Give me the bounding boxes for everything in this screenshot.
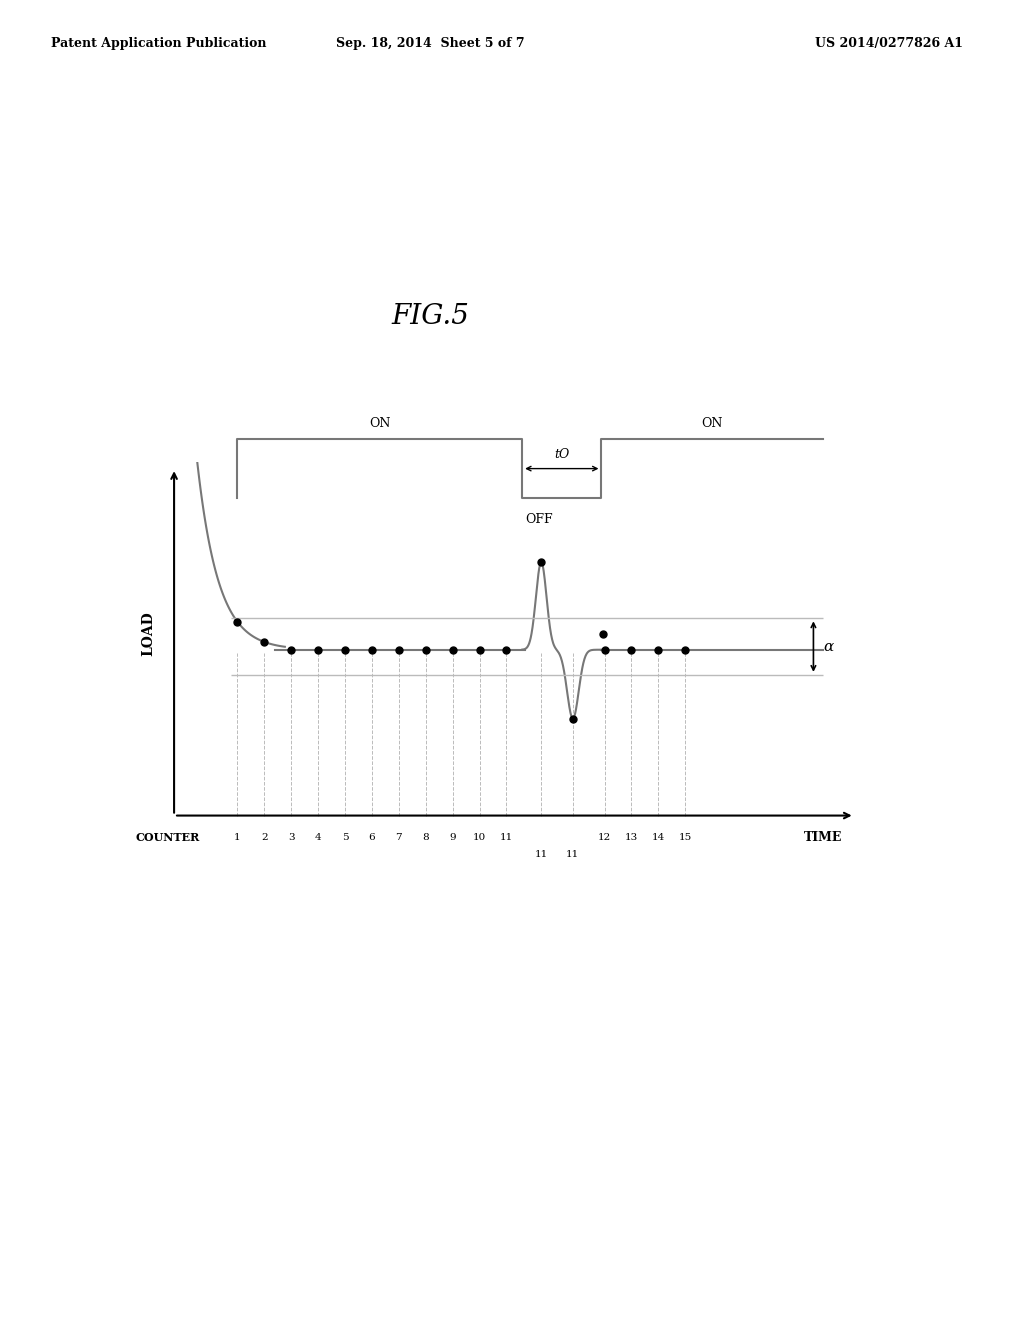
Text: tO: tO [554,449,569,461]
Text: 1: 1 [234,833,241,842]
Text: LOAD: LOAD [141,611,156,656]
Point [418,639,434,660]
Text: ON: ON [701,417,723,430]
Point [677,639,693,660]
Text: 12: 12 [598,833,611,842]
Point [390,639,407,660]
Text: 11: 11 [500,833,513,842]
Text: 6: 6 [369,833,375,842]
Text: COUNTER: COUNTER [135,832,200,843]
Text: 9: 9 [450,833,456,842]
Point [256,631,272,652]
Text: 11: 11 [566,850,580,859]
Point [229,611,246,632]
Point [564,708,581,729]
Text: 11: 11 [535,850,548,859]
Text: 15: 15 [679,833,692,842]
Text: FIG.5: FIG.5 [391,304,469,330]
Point [471,639,487,660]
Text: TIME: TIME [804,832,842,845]
Text: 8: 8 [422,833,429,842]
Point [650,639,667,660]
Point [310,639,327,660]
Point [444,639,461,660]
Point [595,623,611,644]
Text: 10: 10 [473,833,486,842]
Text: 5: 5 [342,833,348,842]
Text: 3: 3 [288,833,295,842]
Text: α: α [823,640,834,653]
Point [624,639,640,660]
Text: 7: 7 [395,833,402,842]
Point [534,552,550,573]
Point [283,639,299,660]
Text: 13: 13 [625,833,638,842]
Text: OFF: OFF [525,513,553,527]
Point [499,639,515,660]
Text: 14: 14 [651,833,665,842]
Text: US 2014/0277826 A1: US 2014/0277826 A1 [814,37,963,50]
Point [337,639,353,660]
Text: ON: ON [369,417,390,430]
Text: Patent Application Publication: Patent Application Publication [51,37,266,50]
Text: 4: 4 [314,833,322,842]
Point [596,639,612,660]
Text: 2: 2 [261,833,267,842]
Point [364,639,380,660]
Text: Sep. 18, 2014  Sheet 5 of 7: Sep. 18, 2014 Sheet 5 of 7 [336,37,524,50]
